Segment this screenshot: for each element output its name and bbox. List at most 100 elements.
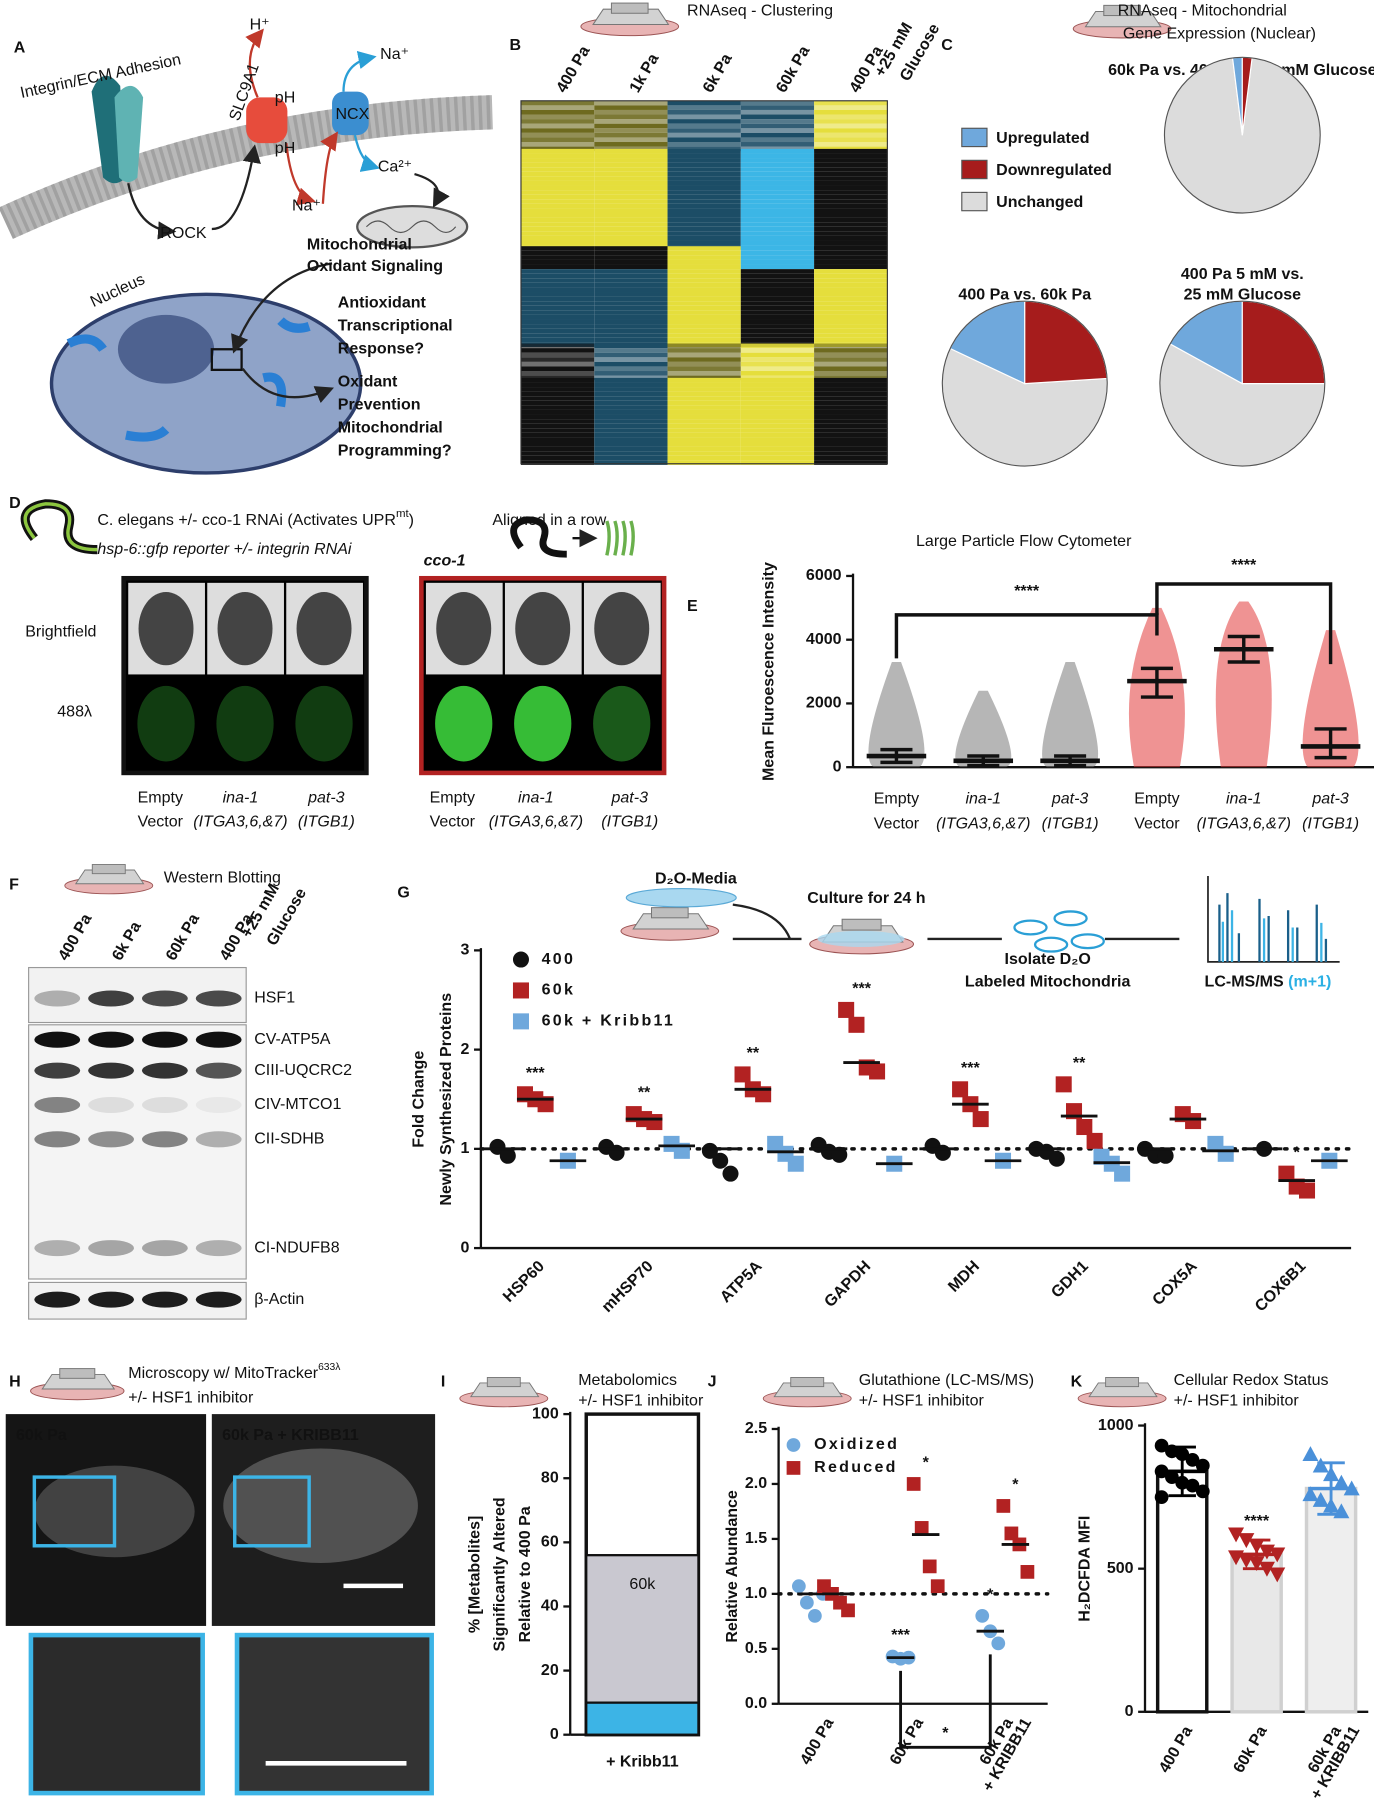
blot-band: [34, 1291, 81, 1308]
x-tick-label: (ITGB1): [1042, 815, 1099, 833]
arrow: [285, 143, 316, 206]
label: ina-1: [223, 788, 259, 806]
heatmap-cell: [740, 282, 815, 288]
membrane: [0, 95, 493, 239]
heatmap-cell: [520, 213, 595, 218]
significance-label: *: [1012, 1476, 1019, 1494]
heatmap-cell: [520, 278, 595, 283]
heatmap-cell: [520, 361, 595, 367]
data-point: [1157, 1147, 1174, 1164]
heatmap-cell: [594, 387, 668, 392]
heatmap-cell: [667, 259, 741, 265]
heatmap-cell: [667, 176, 741, 181]
panel-label: H: [9, 1372, 21, 1390]
culture-icon: [459, 1376, 549, 1408]
legend-label: + Kribb11: [606, 1752, 679, 1770]
data-point: [1333, 1474, 1350, 1490]
heatmap-cell: [667, 442, 741, 447]
label: C. elegans +/- cco-1 RNAi (Activates UPR…: [97, 508, 414, 529]
heatmap-cell: [740, 409, 815, 415]
zoom-image: [234, 1632, 434, 1796]
heatmap-cell: [594, 361, 668, 367]
heatmap-cell: [740, 442, 815, 447]
data-point: [1228, 1527, 1245, 1543]
heatmap-cell: [740, 287, 815, 293]
label: RNAseq - Clustering: [687, 2, 833, 20]
heatmap-cell: [814, 292, 888, 297]
bar: [1155, 1469, 1209, 1714]
fluorescence-cluster: [216, 685, 274, 762]
heatmap-cell: [667, 213, 741, 218]
label: Programming?: [338, 441, 452, 459]
data-point: [848, 1016, 865, 1033]
heatmap-cell: [740, 132, 815, 138]
label: 60k Pa: [162, 910, 204, 964]
heatmap-cell: [594, 409, 668, 415]
blot-band: [34, 1131, 81, 1148]
heatmap-cell: [594, 287, 668, 293]
heatmap-cell: [740, 176, 815, 181]
heatmap-cell: [667, 171, 741, 177]
heatmap-cell: [667, 162, 741, 168]
heatmap-cell: [814, 324, 888, 329]
label: D₂O-Media: [655, 870, 738, 888]
heatmap-cell: [594, 282, 668, 288]
x-tick-label: pat-3: [1311, 789, 1349, 807]
microscopy-images: [5, 1414, 436, 1796]
heatmap-cell: [667, 287, 741, 293]
label: 400 Pa: [553, 42, 595, 96]
heatmap-cell: [594, 348, 668, 353]
heatmap-cell: [594, 371, 668, 376]
y-axis-label: Fold Change: [409, 1051, 427, 1148]
legend-label: Upregulated: [996, 129, 1089, 147]
heatmap-cell: [740, 142, 815, 147]
heatmap-cell: [740, 437, 815, 442]
heatmap-cell: [667, 167, 741, 172]
heatmap-cell: [667, 357, 741, 362]
heatmap-cell: [814, 269, 888, 274]
heatmap-cell: [814, 162, 888, 168]
significance-label: *: [923, 1454, 930, 1472]
arrow: [241, 368, 334, 404]
label: pH: [275, 89, 295, 107]
blot-band: [88, 1291, 134, 1308]
label: pat-3: [610, 788, 648, 806]
label: CV-ATP5A: [254, 1030, 331, 1048]
heatmap-cell: [740, 391, 815, 397]
heatmap-cell: [740, 264, 815, 270]
heatmap-cell: [740, 423, 815, 429]
heatmap-cell: [520, 357, 595, 362]
heatmap-cell: [667, 361, 741, 367]
heatmap-cell: [594, 231, 668, 236]
heatmap-cell: [740, 451, 815, 456]
heatmap-cell: [520, 231, 595, 236]
label: Gene Expression (Nuclear): [1123, 25, 1316, 43]
heatmap-cell: [594, 305, 668, 311]
significance-label: ****: [1231, 556, 1257, 574]
heatmap-cell: [594, 278, 668, 283]
heatmap-cell: [594, 357, 668, 362]
heatmap-cell: [814, 255, 888, 260]
x-tick-label: MDH: [945, 1257, 984, 1296]
panel-label: A: [14, 38, 26, 56]
label: Response?: [338, 339, 424, 357]
heatmap-cell: [520, 301, 595, 306]
heatmap-cell: [520, 337, 595, 343]
heatmap-cell: [814, 442, 888, 447]
heatmap-frame: [520, 100, 888, 465]
y-tick-label: 4000: [806, 630, 842, 648]
legend-label: Downregulated: [996, 161, 1112, 179]
heatmap-cell: [594, 400, 668, 406]
heatmap-cell: [520, 190, 595, 195]
worm-cluster: [515, 591, 571, 666]
heatmap-cell: [740, 185, 815, 191]
heatmap-cell: [740, 314, 815, 320]
heatmap-cell: [594, 377, 668, 383]
heatmap-cell: [594, 235, 668, 241]
y-tick-label: 2000: [806, 694, 842, 712]
heatmap-cell: [520, 305, 595, 311]
media: [817, 930, 905, 947]
media: [625, 887, 737, 908]
heatmap-cell: [740, 255, 815, 260]
